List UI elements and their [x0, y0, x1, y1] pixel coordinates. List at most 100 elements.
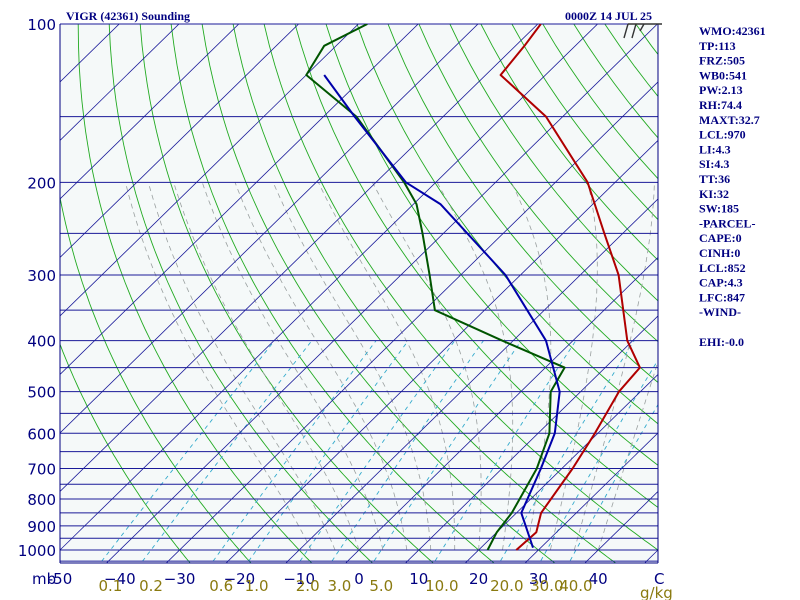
- isotherm-line: [524, 432, 658, 563]
- sounding-index: LCL:852: [699, 261, 746, 275]
- wind-barb-flag: [631, 23, 637, 39]
- sounding-index: TT:36: [699, 172, 730, 186]
- wind-barbs: [623, 23, 662, 39]
- sounding-index: LFC:847: [699, 290, 745, 304]
- pressure-tick-label: 700: [27, 461, 56, 479]
- temperature-tick-label: 30: [529, 570, 548, 588]
- temperature-tick-label: 10: [409, 570, 428, 588]
- mixing-ratio-tick-label: 0.2: [139, 577, 163, 595]
- mixing-ratio-line: [372, 340, 522, 563]
- temperature-tick-label: -50: [48, 570, 73, 588]
- sounding-index: -PARCEL-: [699, 216, 755, 230]
- isotherm-line: [60, 24, 419, 376]
- mixing-ratio-line: [568, 403, 658, 563]
- mixing-ratio-line: [211, 340, 377, 563]
- temperature-unit-label: C: [654, 570, 664, 588]
- dry-adiabat: [760, 24, 800, 568]
- mixing-ratio-line: [330, 340, 484, 563]
- pressure-tick-label: 500: [27, 384, 56, 402]
- mixing-ratio-line: [246, 340, 409, 563]
- mixing-ratio-tick-label: 20.0: [490, 577, 523, 595]
- sounding-index: KI:32: [699, 187, 729, 201]
- pressure-tick-label: 100: [27, 16, 56, 34]
- dry-adiabat: [139, 24, 434, 563]
- sounding-index: CAPE:0: [699, 231, 742, 245]
- dry-adiabat: [232, 24, 617, 563]
- dry-adiabat: [480, 24, 658, 261]
- isotherm-line: [285, 198, 658, 563]
- parcel-trace: [323, 74, 561, 549]
- dry-adiabat: [356, 24, 658, 425]
- isotherm-line: [464, 373, 658, 563]
- dry-adiabat: [791, 24, 800, 568]
- isotherm-line: [60, 24, 180, 141]
- sounding-index: RH:74.4: [699, 98, 742, 112]
- mixing-ratio-unit-label: g/kg: [640, 584, 673, 600]
- temperature-tick-label: 0: [354, 570, 364, 588]
- mixing-ratio-tick-label: 30.0: [530, 577, 563, 595]
- isotherm-line: [404, 315, 658, 563]
- temperature-tick-label: −10: [283, 570, 315, 588]
- dry-adiabat: [294, 24, 658, 508]
- mixing-ratio-tick-label: 0.1: [98, 577, 122, 595]
- sounding-index: SW:185: [699, 202, 739, 216]
- sounding-index: EHI:-0.0: [699, 335, 744, 349]
- dry-adiabat: [387, 24, 658, 384]
- dry-adiabat: [77, 24, 313, 563]
- mixing-ratio-tick-label: 2.0: [296, 577, 320, 595]
- wind-barb-flag: [639, 23, 645, 32]
- dry-adiabat: [60, 195, 252, 563]
- mixing-ratio-tick-label: 3.0: [327, 577, 351, 595]
- dry-adiabats: [60, 24, 800, 568]
- sounding-index: -WIND-: [699, 305, 741, 319]
- pressure-tick-label: 300: [27, 267, 56, 285]
- sounding-index: PW:2.13: [699, 83, 743, 97]
- isotherm-line: [60, 24, 300, 258]
- isotherm-line: [225, 139, 658, 563]
- dry-adiabat: [201, 24, 556, 563]
- mixing-ratio-tick-label: 10.0: [425, 577, 458, 595]
- pressure-tick-label: 900: [27, 518, 56, 536]
- mixing-ratio-tick-label: 0.6: [209, 577, 233, 595]
- pressure-tick-label: 1000: [18, 542, 56, 560]
- sounding-index: SI:4.3: [699, 157, 729, 171]
- dry-adiabat: [449, 24, 658, 302]
- sounding-index: CAP:4.3: [699, 276, 743, 290]
- chart-title: VIGR (42361) Sounding: [66, 9, 190, 23]
- pressure-tick-labels: 100 200 300 400 500 600 700 800 900 1000: [18, 16, 56, 560]
- sounding-index: LI:4.3: [699, 142, 731, 156]
- sounding-index: WB0:541: [699, 68, 747, 82]
- temperature-tick-label: −40: [104, 570, 136, 588]
- dewpoint-trace: [305, 24, 566, 551]
- dry-adiabat: [325, 24, 658, 466]
- temperature-tick-label: −20: [224, 570, 256, 588]
- isotherms: [60, 24, 658, 563]
- mixing-ratio-tick-label: 1.0: [245, 577, 269, 595]
- pressure-tick-label: 600: [27, 425, 56, 443]
- temperature-tick-label: 20: [469, 570, 488, 588]
- plot-background: [60, 24, 658, 563]
- sounding-index: LCL:970: [699, 128, 746, 142]
- dry-adiabat: [108, 24, 374, 563]
- pressure-tick-label: 400: [27, 333, 56, 351]
- mixing-ratio-line: [538, 359, 658, 563]
- dry-adiabat: [170, 24, 495, 563]
- sounding-index: WMO:42361: [699, 24, 766, 38]
- mixing-ratio-line: [433, 340, 577, 563]
- dry-adiabat: [60, 343, 191, 563]
- sounding-indices: WMO:42361TP:113FRZ:505WB0:541PW:2.13RH:7…: [699, 24, 766, 349]
- temperature-tick-label: 40: [589, 570, 608, 588]
- isotherm-line: [60, 24, 359, 317]
- sounding-index: TP:113: [699, 39, 736, 53]
- dry-adiabat: [263, 24, 658, 551]
- isotherm-line: [60, 24, 539, 493]
- mixing-ratio-line: [298, 340, 456, 563]
- isotherm-line: [345, 256, 658, 563]
- mixing-ratio-tick-label: 5.0: [369, 577, 393, 595]
- wind-barb-flag: [623, 23, 629, 39]
- mixing-ratio-line: [99, 340, 275, 563]
- isotherm-line: [60, 24, 240, 200]
- isotherm-line: [60, 24, 599, 551]
- mixing-ratio-tick-label: 40.0: [559, 577, 592, 595]
